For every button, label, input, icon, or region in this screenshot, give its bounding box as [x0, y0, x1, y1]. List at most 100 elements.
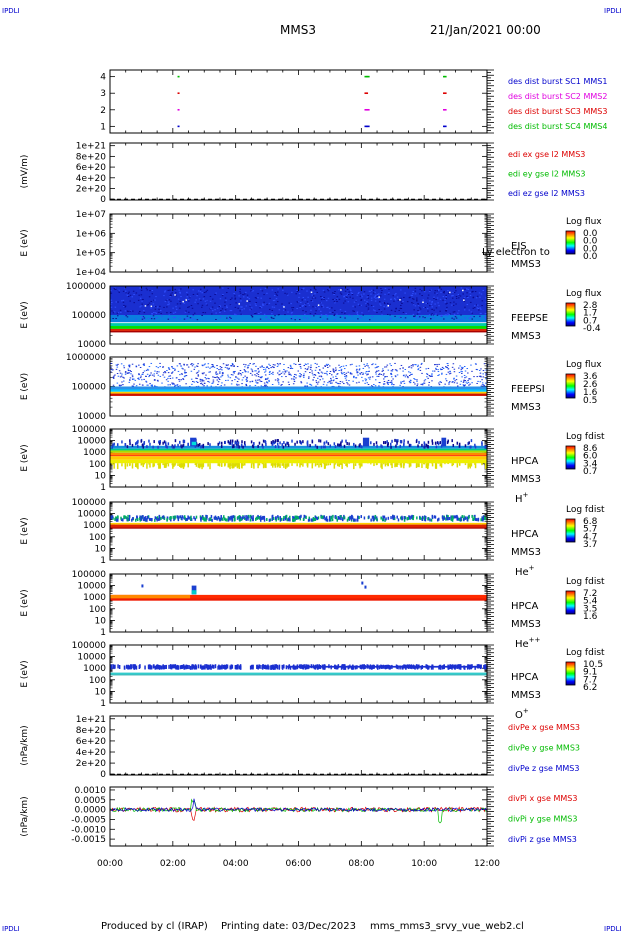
hpca-he1-cell: [309, 518, 311, 522]
feepse-cell: [365, 303, 367, 305]
feepse-cell: [172, 307, 174, 309]
feepse-cell: [302, 288, 304, 290]
feepse-cell: [309, 316, 312, 318]
hpca-h-cell: [474, 445, 477, 449]
feepsi-cell: [112, 384, 115, 386]
hpca-he1-cell: [448, 517, 451, 521]
eis-instrument: EIS: [511, 241, 527, 252]
hpca-he1-cell: [466, 518, 469, 522]
feepse-cell: [186, 291, 188, 293]
feepse-cell: [380, 304, 382, 306]
hpca-h-cell: [337, 463, 339, 467]
feepsi-cell: [129, 379, 131, 381]
feepsi-cell: [362, 372, 365, 374]
hpca-he1-cell: [284, 517, 287, 521]
feepsi-cell: [221, 382, 223, 384]
hpca-h-cell: [228, 441, 230, 445]
feepsi-cell: [343, 383, 345, 385]
feepsi-cell: [280, 372, 283, 374]
feepsi-cell: [192, 380, 194, 382]
feepse-cell: [357, 318, 359, 320]
feepsi-cell: [298, 375, 301, 377]
feepse-cell: [152, 303, 155, 305]
feepse-cell: [336, 296, 339, 298]
hpca-h-cell: [195, 463, 198, 467]
feepsi-cell: [127, 370, 130, 372]
feepse-cell: [403, 318, 405, 320]
hpca-h-cell: [329, 463, 332, 466]
hpca-he1-cell: [451, 518, 454, 522]
feepse-cell: [321, 297, 324, 299]
feepsi-cell: [202, 373, 204, 375]
feepsi-cell: [231, 362, 234, 364]
feepsi-cell: [209, 371, 211, 373]
feepse-cell: [166, 306, 168, 308]
feepsi-cell: [324, 365, 326, 367]
edi-tick-label-1: 8e+20: [76, 152, 107, 162]
feepsi-cell: [325, 363, 328, 365]
feepse-cell: [429, 318, 432, 320]
feepsi-cell: [241, 383, 243, 385]
feepse-cell: [316, 291, 318, 293]
hpca-he1-cell: [411, 515, 413, 519]
feepsi-cell: [437, 369, 439, 371]
feepse-cell: [281, 303, 283, 305]
feepse-cell: [379, 295, 382, 297]
hpca-he1-cell: [128, 514, 131, 518]
hpca-he1-cell: [472, 517, 475, 521]
hpca-h-cell: [253, 463, 255, 469]
feepsi-cell: [416, 383, 419, 385]
hpca-h-cell: [187, 463, 189, 468]
feepse-cell: [328, 308, 331, 310]
hpca-he1-cell: [446, 516, 448, 520]
feepsi-cell: [153, 385, 156, 387]
feepsi-cell: [428, 384, 430, 386]
feepsi-cell: [410, 367, 413, 369]
feepsi-cell: [257, 376, 260, 378]
feepsi-cell: [390, 372, 393, 374]
hpca-h-cell: [431, 441, 434, 445]
feepsi-cell: [367, 373, 369, 375]
feepse-cell: [481, 305, 483, 307]
feepse-cell: [344, 290, 347, 292]
feepsi-cell: [386, 381, 389, 383]
hpca-h-cell: [458, 444, 461, 448]
feepsi-cell: [112, 377, 115, 379]
hpca_o-cell: [110, 674, 487, 676]
feepse-cell: [122, 301, 125, 303]
feepsi-cell: [323, 381, 326, 383]
hpca-h-cell: [281, 463, 283, 466]
hpca-he1-cell: [123, 515, 125, 519]
feepse-cell: [199, 291, 202, 293]
feepse-cell: [197, 290, 200, 292]
hpca-he1-cell: [401, 517, 403, 521]
feepsi-cell: [145, 369, 148, 371]
hpca-h-cell: [173, 445, 175, 449]
feepse-cell: [255, 305, 257, 307]
hpca-h-cell: [425, 443, 428, 447]
feepsi-cell: [252, 363, 254, 365]
feepse-cell: [196, 319, 199, 321]
hpca-he1-cell: [453, 515, 455, 519]
feepse-cell: [301, 299, 304, 301]
hpca-he1-cell: [205, 518, 207, 522]
feepse-cell: [352, 305, 354, 307]
feepse-cell: [214, 309, 216, 311]
hpca_he1-colorbar-label-2: 4.7: [583, 532, 597, 542]
feepse-cell: [265, 316, 267, 318]
feepsi-cell: [175, 377, 178, 379]
hpca-he1-cell: [421, 517, 423, 521]
feepsi-cell: [482, 373, 484, 375]
hpca-h-cell: [180, 463, 182, 469]
feepsi-cell: [236, 377, 239, 379]
feepsi-cell: [251, 371, 254, 373]
feepse-cell: [304, 306, 307, 308]
feepsi-cell: [110, 371, 112, 373]
hpca-he1-cell: [400, 516, 402, 520]
feepsi-cell: [345, 375, 348, 377]
feepsi-cell: [207, 363, 210, 365]
hpca-o-cell: [267, 664, 269, 669]
divpe-legend-0: divPe x gse MMS3: [508, 723, 580, 732]
hpca-h-cell: [163, 463, 166, 468]
hpca_o-ylabel: E (eV): [20, 660, 30, 687]
